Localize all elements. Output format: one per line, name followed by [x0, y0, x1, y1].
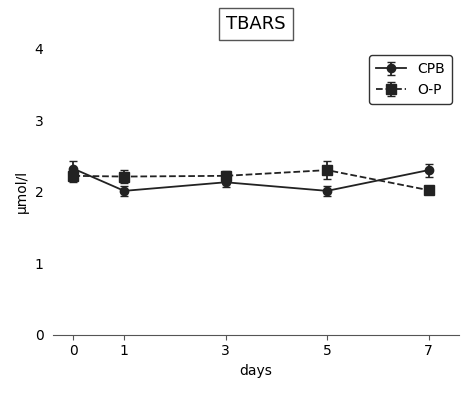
Y-axis label: μmol/l: μmol/l	[15, 170, 29, 213]
X-axis label: days: days	[240, 364, 273, 378]
Title: TBARS: TBARS	[226, 15, 286, 33]
Legend: CPB, O-P: CPB, O-P	[369, 55, 452, 104]
